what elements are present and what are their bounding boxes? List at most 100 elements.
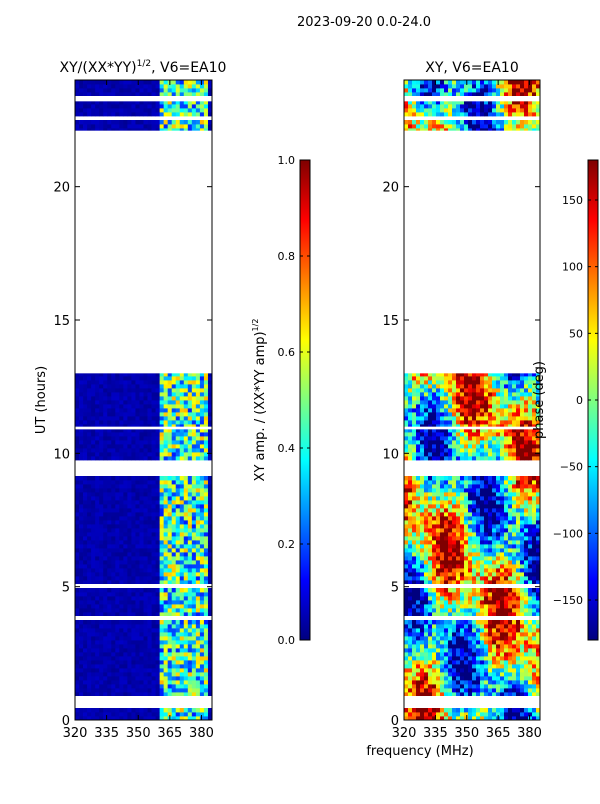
heatmap-cell: [504, 516, 508, 520]
heatmap-cell: [188, 680, 192, 684]
heatmap-cell: [103, 692, 107, 696]
heatmap-cell: [144, 532, 148, 536]
heatmap-cell: [444, 588, 448, 592]
heatmap-cell: [123, 104, 127, 108]
heatmap-cell: [412, 476, 416, 480]
heatmap-cell: [144, 496, 148, 500]
heatmap-cell: [460, 552, 464, 556]
heatmap-cell: [204, 500, 208, 504]
heatmap-cell: [180, 392, 184, 396]
heatmap-cell: [119, 384, 123, 388]
heatmap-cell: [180, 420, 184, 424]
heatmap-cell: [95, 576, 99, 580]
heatmap-cell: [496, 664, 500, 668]
heatmap-cell: [152, 80, 156, 84]
heatmap-cell: [464, 580, 468, 584]
heatmap-cell: [440, 500, 444, 504]
heatmap-cell: [520, 536, 524, 540]
heatmap-cell: [404, 672, 408, 676]
heatmap-cell: [404, 552, 408, 556]
heatmap-cell: [168, 112, 172, 116]
heatmap-cell: [107, 520, 111, 524]
heatmap-cell: [524, 536, 528, 540]
heatmap-cell: [476, 500, 480, 504]
heatmap-cell: [472, 568, 476, 572]
heatmap-cell: [416, 684, 420, 688]
heatmap-cell: [107, 652, 111, 656]
heatmap-cell: [424, 600, 428, 604]
heatmap-cell: [135, 564, 139, 568]
heatmap-cell: [484, 624, 488, 628]
heatmap-cell: [520, 532, 524, 536]
heatmap-cell: [152, 476, 156, 480]
heatmap-cell: [156, 392, 160, 396]
heatmap-cell: [524, 712, 528, 716]
heatmap-cell: [180, 644, 184, 648]
heatmap-cell: [488, 548, 492, 552]
heatmap-cell: [91, 632, 95, 636]
heatmap-cell: [516, 588, 520, 592]
heatmap-cell: [424, 652, 428, 656]
heatmap-cell: [131, 588, 135, 592]
heatmap-cell: [91, 512, 95, 516]
heatmap-cell: [472, 672, 476, 676]
heatmap-cell: [180, 608, 184, 612]
heatmap-cell: [452, 612, 456, 616]
heatmap-cell: [131, 624, 135, 628]
heatmap-cell: [516, 500, 520, 504]
heatmap-cell: [496, 604, 500, 608]
heatmap-cell: [119, 392, 123, 396]
heatmap-cell: [456, 672, 460, 676]
heatmap-cell: [504, 692, 508, 696]
heatmap-cell: [103, 588, 107, 592]
heatmap-cell: [452, 676, 456, 680]
heatmap-cell: [135, 580, 139, 584]
heatmap-cell: [156, 652, 160, 656]
heatmap-cell: [139, 500, 143, 504]
heatmap-cell: [99, 88, 103, 92]
heatmap-cell: [172, 436, 176, 440]
heatmap-cell: [91, 524, 95, 528]
heatmap-cell: [127, 392, 131, 396]
heatmap-cell: [119, 596, 123, 600]
heatmap-cell: [156, 624, 160, 628]
heatmap-cell: [468, 692, 472, 696]
heatmap-cell: [484, 524, 488, 528]
heatmap-cell: [107, 680, 111, 684]
heatmap-cell: [192, 392, 196, 396]
heatmap-cell: [79, 532, 83, 536]
heatmap-cell: [492, 556, 496, 560]
heatmap-cell: [516, 548, 520, 552]
heatmap-cell: [508, 680, 512, 684]
heatmap-cell: [172, 492, 176, 496]
heatmap-cell: [79, 656, 83, 660]
heatmap-cell: [172, 456, 176, 460]
heatmap-cell: [152, 676, 156, 680]
heatmap-cell: [184, 88, 188, 92]
heatmap-cell: [496, 688, 500, 692]
heatmap-cell: [200, 508, 204, 512]
heatmap-cell: [115, 496, 119, 500]
heatmap-cell: [480, 580, 484, 584]
heatmap-cell: [95, 608, 99, 612]
heatmap-cell: [107, 440, 111, 444]
heatmap-cell: [404, 476, 408, 480]
heatmap-cell: [412, 532, 416, 536]
heatmap-cell: [164, 432, 168, 436]
heatmap-cell: [139, 684, 143, 688]
heatmap-cell: [188, 120, 192, 124]
heatmap-cell: [492, 676, 496, 680]
heatmap-cell: [508, 520, 512, 524]
heatmap-cell: [464, 488, 468, 492]
heatmap-cell: [508, 516, 512, 520]
heatmap-cell: [504, 532, 508, 536]
heatmap-cell: [436, 572, 440, 576]
heatmap-cell: [436, 496, 440, 500]
heatmap-cell: [83, 412, 87, 416]
heatmap-cell: [83, 556, 87, 560]
heatmap-cell: [83, 124, 87, 128]
heatmap-cell: [160, 600, 164, 604]
heatmap-cell: [83, 628, 87, 632]
heatmap-cell: [152, 580, 156, 584]
heatmap-cell: [468, 544, 472, 548]
